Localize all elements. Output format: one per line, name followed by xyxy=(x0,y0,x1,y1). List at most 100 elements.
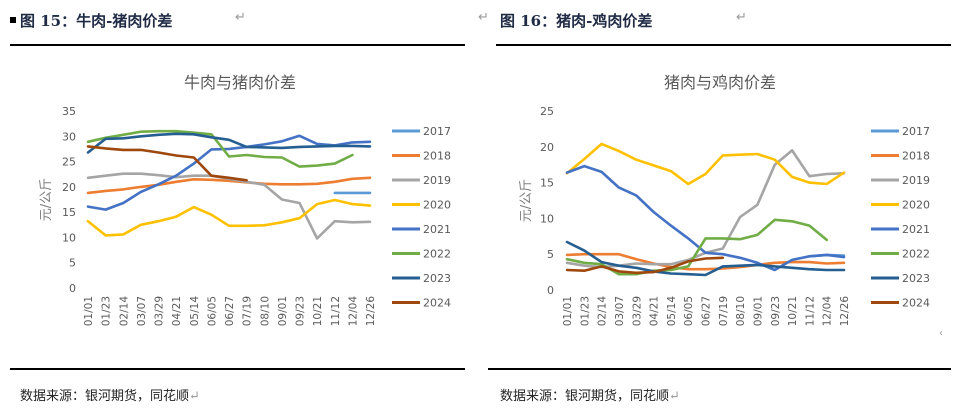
series-line-2024 xyxy=(565,256,725,275)
legend-label-2019: 2019 xyxy=(902,174,930,187)
series-2024 xyxy=(565,256,725,275)
legend-label-2018: 2018 xyxy=(902,150,930,163)
figure-15-source: 数据来源：银河期货，同花顺↵ xyxy=(20,389,200,404)
x-tick-label: 02/14 xyxy=(597,296,609,327)
legend-label-2022: 2022 xyxy=(902,248,930,261)
x-tick-label: 12/26 xyxy=(839,296,851,327)
series-line-2023 xyxy=(86,132,372,154)
x-tick-label: 05/14 xyxy=(666,296,678,327)
y-tick-label: 5 xyxy=(69,257,76,270)
legend-label-2024: 2024 xyxy=(423,297,451,310)
x-tick-label: 03/29 xyxy=(154,296,166,326)
bullet-icon xyxy=(10,17,16,23)
x-tick-label: 09/01 xyxy=(752,296,764,326)
x-tick-label: 06/27 xyxy=(701,296,713,326)
caption-divider xyxy=(10,44,465,46)
series-line-2020 xyxy=(565,142,846,186)
x-tick-label: 03/07 xyxy=(136,296,148,326)
series-2020 xyxy=(565,142,846,186)
x-tick-label: 06/05 xyxy=(206,296,218,326)
y-axis-label: 元/公斤 xyxy=(39,178,54,221)
x-tick-label: 03/07 xyxy=(614,296,626,326)
x-tick-label: 08/10 xyxy=(735,296,747,326)
return-mark-icon: ↵ xyxy=(736,10,747,25)
legend-label-2017: 2017 xyxy=(902,125,930,138)
caption-divider xyxy=(496,44,951,46)
series-2019 xyxy=(565,149,846,269)
figure-16-panel: ↵ 图 16：猪肉-鸡肉价差 ↵ 数据来源：银河期货，同花顺↵ xyxy=(478,0,957,411)
x-tick-label: 01/01 xyxy=(562,296,574,326)
legend-label-2021: 2021 xyxy=(423,223,451,236)
chart-title: 猪肉与鸡肉价差 xyxy=(664,73,776,92)
y-tick-label: 25 xyxy=(540,105,554,118)
series-2023 xyxy=(86,132,372,154)
x-tick-label: 11/12 xyxy=(804,296,816,326)
series-line-2024 xyxy=(86,145,248,182)
y-tick-label: 0 xyxy=(547,284,554,297)
y-tick-label: 25 xyxy=(62,156,76,169)
x-tick-label: 09/23 xyxy=(770,296,782,326)
figure-15-panel: 图 15：牛肉-猪肉价差 ↵ 数据来源：银河期货，同花顺↵ xyxy=(0,0,470,411)
series-line-2021 xyxy=(565,164,846,272)
x-tick-label: 08/10 xyxy=(259,296,271,326)
x-tick-label: 05/14 xyxy=(189,296,201,327)
legend-label-2020: 2020 xyxy=(423,199,451,212)
y-tick-label: 5 xyxy=(547,248,554,261)
x-tick-label: 11/12 xyxy=(330,296,342,326)
x-tick-label: 09/01 xyxy=(277,296,289,326)
return-mark-icon: ↵ xyxy=(478,10,489,25)
source-divider xyxy=(10,368,465,370)
figure-16-source: 数据来源：银河期货，同花顺↵ xyxy=(500,389,680,404)
x-tick-label: 04/21 xyxy=(649,296,661,326)
series-line-2023 xyxy=(565,240,846,277)
series-line-2022 xyxy=(86,129,354,168)
chart-title: 牛肉与猪肉价差 xyxy=(184,73,296,92)
x-tick-label: 02/14 xyxy=(118,296,130,327)
figure-15-caption: 图 15：牛肉-猪肉价差 xyxy=(10,10,172,31)
legend-label-2021: 2021 xyxy=(902,223,930,236)
y-tick-label: 20 xyxy=(62,181,76,194)
y-tick-label: 15 xyxy=(540,177,554,190)
x-tick-label: 12/04 xyxy=(822,296,834,327)
legend-label-2020: 2020 xyxy=(902,199,930,212)
x-tick-label: 01/23 xyxy=(101,296,113,326)
x-tick-label: 04/21 xyxy=(171,296,183,326)
series-line-2018 xyxy=(86,176,372,195)
figure-16-caption: 图 16：猪肉-鸡肉价差 xyxy=(500,12,653,30)
x-tick-label: 07/19 xyxy=(718,296,730,326)
legend-label-2024: 2024 xyxy=(902,297,930,310)
legend-label-2023: 2023 xyxy=(902,272,930,285)
series-line-2019 xyxy=(565,149,846,269)
y-axis-label: 元/公斤 xyxy=(519,179,534,222)
legend-label-2023: 2023 xyxy=(423,272,451,285)
legend-label-2022: 2022 xyxy=(423,248,451,261)
series-2023 xyxy=(565,240,846,277)
x-tick-label: 12/26 xyxy=(365,296,377,327)
x-tick-label: 07/19 xyxy=(242,296,254,326)
series-2024 xyxy=(86,145,248,182)
y-tick-label: 30 xyxy=(62,130,76,143)
legend-label-2017: 2017 xyxy=(423,125,451,138)
legend-label-2018: 2018 xyxy=(423,150,451,163)
y-tick-label: 0 xyxy=(69,282,76,295)
x-tick-label: 09/23 xyxy=(295,296,307,326)
x-tick-label: 10/21 xyxy=(312,296,324,326)
x-tick-label: 01/01 xyxy=(83,296,95,326)
series-2020 xyxy=(86,198,372,237)
x-tick-label: 03/29 xyxy=(631,296,643,326)
source-divider xyxy=(488,368,951,370)
series-line-2021 xyxy=(86,134,372,211)
collapse-marker-icon: ‹ xyxy=(939,328,943,339)
x-tick-label: 06/05 xyxy=(683,296,695,326)
x-tick-label: 10/21 xyxy=(787,296,799,326)
series-2021 xyxy=(565,164,846,272)
x-tick-label: 12/04 xyxy=(347,296,359,327)
series-line-2018 xyxy=(565,252,846,271)
series-line-2020 xyxy=(86,198,372,237)
y-tick-label: 15 xyxy=(62,206,76,219)
legend-label-2019: 2019 xyxy=(423,174,451,187)
x-tick-label: 01/23 xyxy=(579,296,591,326)
